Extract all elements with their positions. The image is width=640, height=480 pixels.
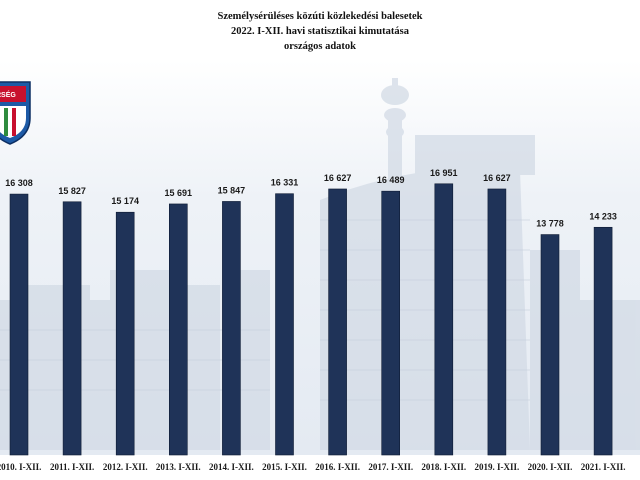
value-label: 16 627 [324,173,352,183]
value-label: 16 627 [483,173,511,183]
chart-title-line-2: 2022. I-XII. havi statisztikai kimutatás… [231,26,409,37]
category-label: 2010. I-XII. [0,462,41,472]
value-label: 13 778 [536,219,564,229]
value-label: 15 847 [218,185,246,195]
bars-group [9,183,613,456]
value-labels-group: 16 308 15 827 15 174 15 691 15 847 16 331 16 6… [5,168,617,229]
bar-2019 [487,188,507,456]
bar-2012 [115,211,135,456]
svg-text:RSÉG: RSÉG [0,90,16,99]
category-label: 2020. I-XII. [528,462,573,472]
value-label: 16 489 [377,175,405,185]
category-label: 2015. I-XII. [262,462,307,472]
category-label: 2018. I-XII. [421,462,466,472]
bar-2015 [275,193,294,456]
category-label: 2021. I-XII. [581,462,626,472]
value-label: 16 331 [271,178,299,188]
bar-2010 [9,193,29,456]
value-label: 16 308 [5,178,33,188]
category-label: 2014. I-XII. [209,462,254,472]
bar-2017 [381,190,401,456]
value-label: 15 174 [111,196,139,206]
bar-2018 [434,183,454,456]
police-badge-logo: RSÉG [0,81,31,145]
value-label: 15 691 [165,188,193,198]
category-label: 2016. I-XII. [315,462,360,472]
bar-2014 [222,201,241,456]
category-label: 2013. I-XII. [156,462,201,472]
category-label: 2011. I-XII. [50,462,94,472]
value-label: 15 827 [58,186,86,196]
bar-2011 [62,201,82,456]
chart-subtitle: országos adatok [283,41,357,52]
value-label: 14 233 [589,211,617,221]
bar-2016 [328,188,347,456]
bar-2021 [593,226,613,456]
category-labels-group: 2010. I-XII. 2011. I-XII. 2012. I-XII. 2013… [0,462,625,472]
value-label: 16 951 [430,168,458,178]
chart-title-line-1: Személysérüléses közúti közlekedési bale… [217,11,423,22]
bar-2013 [169,203,188,456]
category-label: 2012. I-XII. [103,462,148,472]
category-label: 2017. I-XII. [368,462,413,472]
category-label: 2019. I-XII. [475,462,520,472]
bar-2020 [540,234,560,456]
